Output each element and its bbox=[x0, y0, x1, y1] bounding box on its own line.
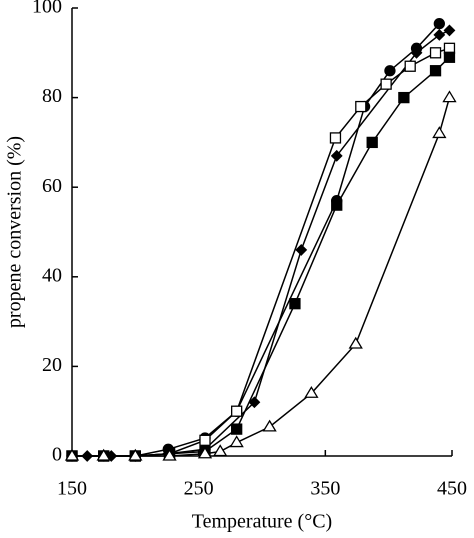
point bbox=[64, 448, 80, 461]
point bbox=[442, 90, 457, 103]
point bbox=[331, 199, 343, 211]
series-line bbox=[72, 97, 451, 457]
point bbox=[262, 419, 277, 432]
point bbox=[443, 24, 456, 37]
point bbox=[81, 450, 94, 462]
x-tick-label: 350 bbox=[310, 478, 340, 500]
point bbox=[248, 396, 261, 409]
y-tick-label: 80 bbox=[42, 85, 62, 107]
point bbox=[213, 444, 228, 457]
point bbox=[304, 386, 319, 398]
point bbox=[128, 448, 143, 461]
point bbox=[330, 149, 343, 162]
x-tick-label: 450 bbox=[437, 478, 467, 500]
point bbox=[348, 336, 363, 349]
point bbox=[355, 100, 367, 113]
point bbox=[96, 448, 111, 461]
point bbox=[197, 446, 213, 459]
point bbox=[366, 136, 378, 149]
point bbox=[295, 244, 308, 256]
point bbox=[199, 434, 211, 446]
y-tick-label: 20 bbox=[42, 354, 62, 376]
y-axis-title: propene conversion (%) bbox=[4, 136, 26, 328]
point bbox=[429, 47, 442, 59]
point bbox=[229, 435, 244, 448]
point bbox=[429, 65, 442, 77]
point bbox=[329, 132, 342, 144]
point bbox=[384, 65, 396, 77]
y-tick-label: 0 bbox=[52, 444, 62, 466]
point bbox=[433, 18, 445, 30]
y-tick-label: 40 bbox=[42, 264, 62, 286]
point bbox=[231, 423, 243, 435]
point bbox=[162, 448, 177, 461]
point bbox=[380, 78, 392, 90]
point bbox=[231, 405, 243, 417]
point bbox=[398, 91, 410, 104]
point bbox=[410, 46, 423, 59]
point bbox=[289, 298, 301, 310]
point bbox=[433, 28, 446, 41]
point bbox=[432, 126, 447, 139]
x-axis-title: Temperature (°C) bbox=[192, 511, 332, 533]
x-tick-label: 150 bbox=[57, 478, 87, 500]
series-line bbox=[72, 56, 450, 457]
y-tick-label: 100 bbox=[32, 0, 62, 18]
y-tick-label: 60 bbox=[42, 175, 62, 197]
x-tick-label: 250 bbox=[184, 478, 214, 500]
point bbox=[404, 60, 416, 72]
point bbox=[443, 51, 456, 63]
